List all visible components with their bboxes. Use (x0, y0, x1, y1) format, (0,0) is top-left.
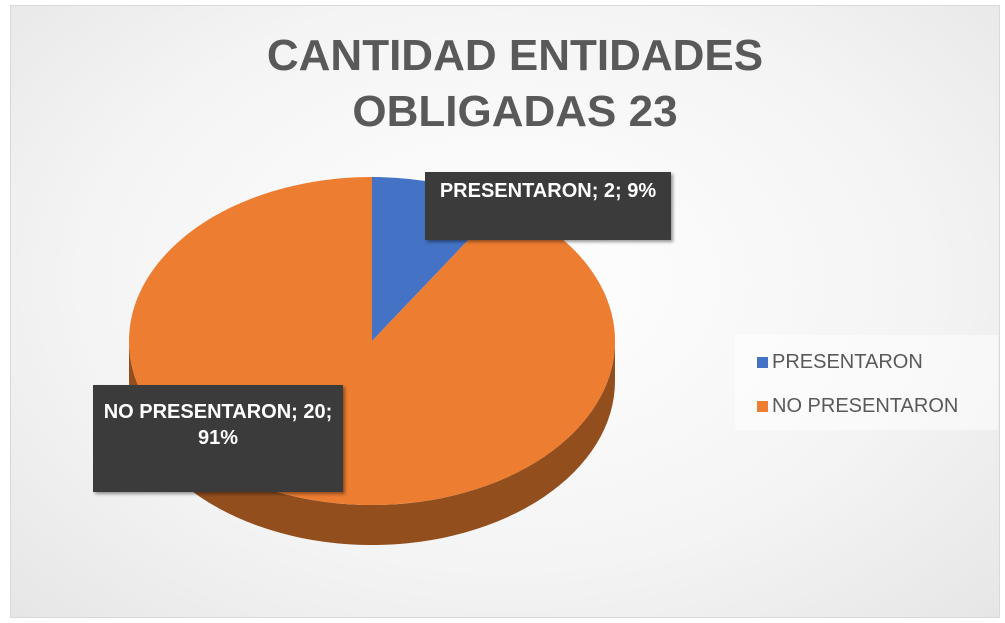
legend-entry: PRESENTARON (757, 351, 923, 374)
data-label: PRESENTARON; 2; 9% (425, 172, 671, 240)
pie-side (129, 341, 615, 545)
legend-swatch (757, 357, 768, 368)
chart-title: CANTIDAD ENTIDADES OBLIGADAS 23 (266, 31, 764, 136)
legend-swatch (757, 401, 768, 412)
legend: PRESENTARON NO PRESENTARON (735, 335, 998, 430)
legend-label: NO PRESENTARON (772, 395, 959, 417)
data-label: NO PRESENTARON; 20; 91% (93, 385, 343, 492)
legend-label: PRESENTARON (772, 351, 923, 373)
legend-entry: NO PRESENTARON (757, 395, 958, 418)
